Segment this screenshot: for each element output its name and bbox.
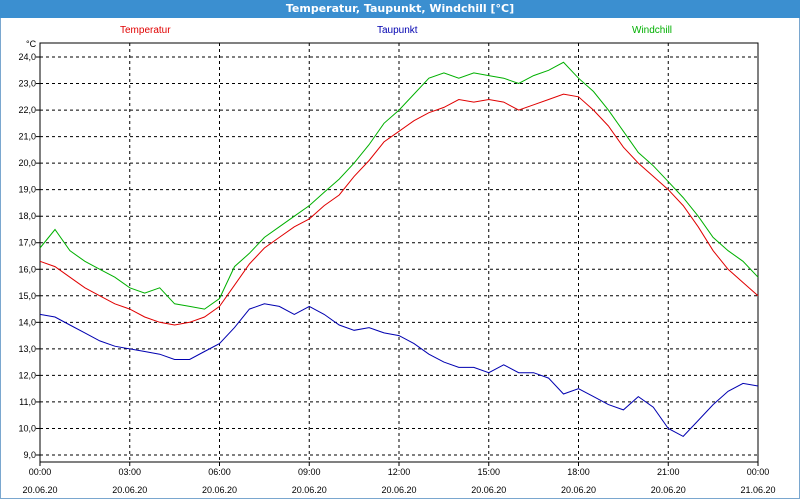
x-tick-date: 20.06.20 bbox=[381, 485, 416, 495]
x-tick-date: 20.06.20 bbox=[22, 485, 57, 495]
y-tick-label: 15,0 bbox=[18, 291, 36, 301]
x-axis-ticks: 00:00 20.06.20 03:00 20.06.20 06:00 20.06.20 0… bbox=[22, 467, 775, 495]
series-line-windchill bbox=[39, 61, 759, 310]
x-tick-time: 03:00 bbox=[118, 467, 141, 477]
x-tick-time: 06:00 bbox=[208, 467, 231, 477]
grid bbox=[36, 42, 759, 466]
y-tick-label: 24,0 bbox=[18, 52, 36, 62]
y-tick-label: 18,0 bbox=[18, 211, 36, 221]
x-tick-date: 21.06.20 bbox=[740, 485, 775, 495]
y-axis-ticks: 24,0 23,0 22,0 21,0 20,0 19,0 18,0 17,0 16,0 15,0… bbox=[18, 52, 36, 460]
x-tick-time: 18:00 bbox=[567, 467, 590, 477]
y-tick-label: 12,0 bbox=[18, 370, 36, 380]
x-tick-time: 00:00 bbox=[29, 467, 52, 477]
x-tick-date: 20.06.20 bbox=[202, 485, 237, 495]
x-tick-time: 15:00 bbox=[477, 467, 500, 477]
x-tick-date: 20.06.20 bbox=[471, 485, 506, 495]
y-tick-label: 23,0 bbox=[18, 79, 36, 89]
x-tick-time: 09:00 bbox=[298, 467, 321, 477]
y-tick-label: 14,0 bbox=[18, 317, 36, 327]
series-line-temperatur bbox=[39, 93, 759, 326]
series-line-taupunkt bbox=[39, 303, 759, 438]
x-tick-time: 21:00 bbox=[657, 467, 680, 477]
x-tick-time: 12:00 bbox=[388, 467, 411, 477]
y-tick-label: 22,0 bbox=[18, 105, 36, 115]
y-axis-label: °C bbox=[26, 39, 37, 49]
x-tick-date: 20.06.20 bbox=[651, 485, 686, 495]
y-tick-label: 19,0 bbox=[18, 185, 36, 195]
legend-temperatur: Temperatur bbox=[120, 25, 171, 36]
x-tick-date: 20.06.20 bbox=[292, 485, 327, 495]
series-layer bbox=[39, 61, 759, 438]
x-tick-time: 00:00 bbox=[747, 467, 770, 477]
window-title: Temperatur, Taupunkt, Windchill [°C] bbox=[0, 0, 800, 18]
y-tick-label: 11,0 bbox=[19, 397, 36, 407]
y-tick-label: 16,0 bbox=[18, 264, 36, 274]
legend-taupunkt: Taupunkt bbox=[377, 25, 418, 36]
x-tick-date: 20.06.20 bbox=[561, 485, 596, 495]
y-tick-label: 13,0 bbox=[18, 344, 36, 354]
x-tick-date: 20.06.20 bbox=[112, 485, 147, 495]
y-tick-label: 21,0 bbox=[18, 132, 36, 142]
y-tick-label: 10,0 bbox=[18, 423, 36, 433]
y-tick-label: 9,0 bbox=[23, 450, 36, 460]
y-tick-label: 20,0 bbox=[18, 158, 36, 168]
legend-windchill: Windchill bbox=[632, 25, 673, 36]
y-tick-label: 17,0 bbox=[18, 238, 36, 248]
